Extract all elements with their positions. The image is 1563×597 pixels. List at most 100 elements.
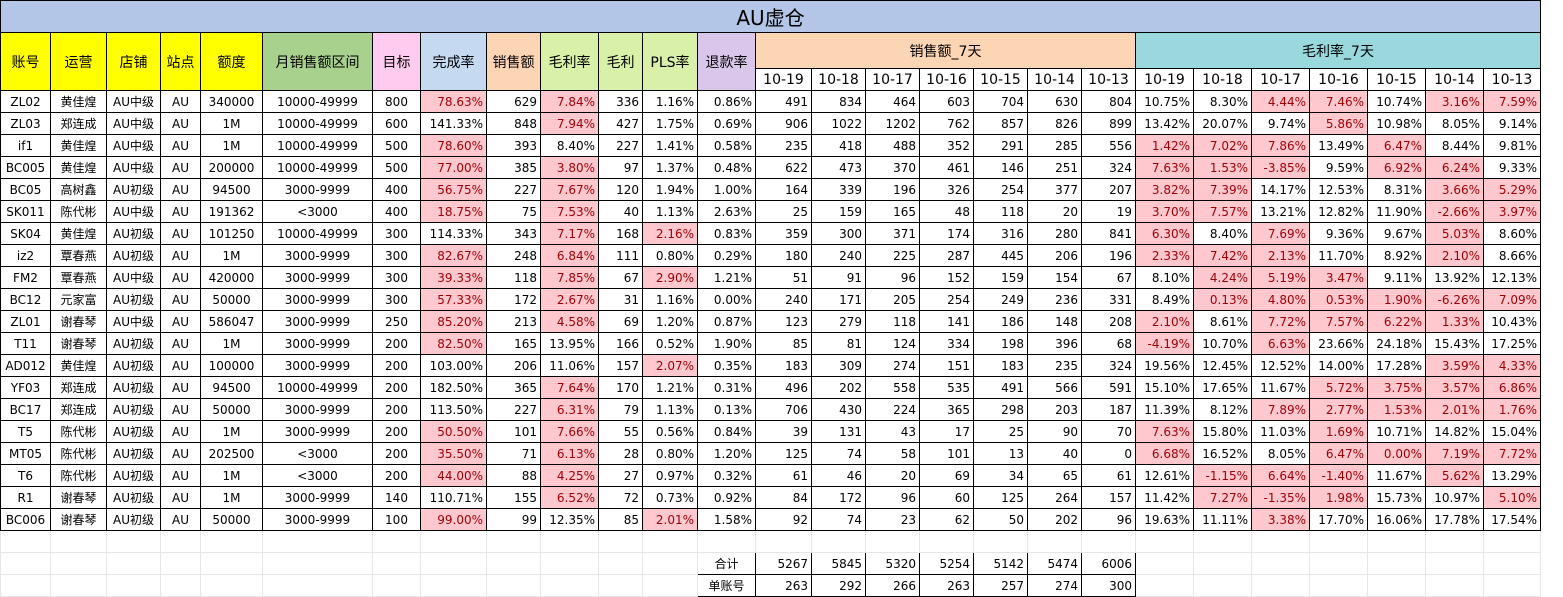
sales-cell[interactable]: 91 [811,266,866,289]
cell-5[interactable]: 10000-49999 [262,376,373,399]
sales-cell[interactable]: 899 [1081,112,1136,135]
cell-5[interactable]: 3000-9999 [262,288,373,311]
empty-cell[interactable] [106,530,161,553]
cell-11[interactable]: 1.75% [642,112,698,135]
empty-cell[interactable] [1193,574,1252,597]
summary-value[interactable]: 5142 [973,552,1028,575]
cell-10[interactable]: 111 [598,244,643,267]
margin-cell[interactable]: 2.10% [1135,310,1194,333]
cell-0[interactable]: if1 [0,134,51,157]
cell-0[interactable]: ZL01 [0,310,51,333]
cell-6[interactable]: 300 [372,266,421,289]
cell-2[interactable]: AU初级 [106,464,161,487]
cell-9[interactable]: 6.31% [540,398,599,421]
margin-cell[interactable]: 10.75% [1135,90,1194,113]
sales-cell[interactable]: 396 [1027,332,1082,355]
header-12[interactable]: 退款率 [697,32,756,91]
margin-cell[interactable]: -6.26% [1425,288,1484,311]
cell-4[interactable]: 50000 [200,508,263,531]
header-10[interactable]: 毛利 [598,32,643,91]
margin-cell[interactable]: 14.00% [1309,354,1368,377]
margin-cell[interactable]: 3.97% [1483,200,1541,223]
empty-cell[interactable] [1425,574,1484,597]
margin-cell[interactable]: 0.00% [1367,442,1426,465]
margin-cell[interactable]: 9.11% [1367,266,1426,289]
sales-cell[interactable]: 118 [865,310,920,333]
sales-cell[interactable]: 1022 [811,112,866,135]
sales-cell[interactable]: 473 [811,156,866,179]
sales-cell[interactable]: 123 [755,310,812,333]
sales-cell[interactable]: 196 [865,178,920,201]
cell-12[interactable]: 0.32% [697,464,756,487]
margin-cell[interactable]: 1.90% [1367,288,1426,311]
sales-cell[interactable]: 254 [973,178,1028,201]
cell-9[interactable]: 7.66% [540,420,599,443]
sales-cell[interactable]: 40 [1027,442,1082,465]
margin-cell[interactable]: 6.64% [1251,464,1310,487]
sales-cell[interactable]: 461 [919,156,974,179]
cell-10[interactable]: 31 [598,288,643,311]
empty-cell[interactable] [1027,530,1082,553]
sales-cell[interactable]: 92 [755,508,812,531]
sales-cell[interactable]: 841 [1081,222,1136,245]
cell-4[interactable]: 200000 [200,156,263,179]
cell-6[interactable]: 200 [372,332,421,355]
empty-cell[interactable] [1425,530,1484,553]
cell-12[interactable]: 1.90% [697,332,756,355]
sales-cell[interactable]: 157 [1081,486,1136,509]
date-header-s-0[interactable]: 10-19 [755,68,812,91]
sales-cell[interactable]: 125 [973,486,1028,509]
sales-cell[interactable]: 264 [1027,486,1082,509]
summary-value[interactable]: 6006 [1081,552,1136,575]
cell-11[interactable]: 0.80% [642,442,698,465]
margin-cell[interactable]: 10.74% [1367,90,1426,113]
cell-5[interactable]: 3000-9999 [262,398,373,421]
cell-7[interactable]: 103.00% [420,354,487,377]
header-4[interactable]: 额度 [200,32,263,91]
margin-cell[interactable]: 7.09% [1483,288,1541,311]
cell-5[interactable]: <3000 [262,442,373,465]
cell-10[interactable]: 157 [598,354,643,377]
cell-5[interactable]: 3000-9999 [262,486,373,509]
sales-cell[interactable]: 1202 [865,112,920,135]
sales-cell[interactable]: 25 [973,420,1028,443]
margin-cell[interactable]: 8.10% [1135,266,1194,289]
cell-3[interactable]: AU [160,134,201,157]
empty-cell[interactable] [865,530,920,553]
sales-cell[interactable]: 124 [865,332,920,355]
table-row[interactable]: ZL03 郑连成 AU中级 AU 1M 10000-49999 600 141.33% 848 7… [0,112,1541,135]
cell-11[interactable]: 1.20% [642,310,698,333]
empty-cell[interactable] [1309,552,1368,575]
cell-1[interactable]: 郑连成 [50,398,107,421]
cell-8[interactable]: 227 [486,398,541,421]
margin-cell[interactable]: 4.80% [1251,288,1310,311]
empty-cell[interactable] [1309,530,1368,553]
cell-12[interactable]: 0.00% [697,288,756,311]
cell-3[interactable]: AU [160,266,201,289]
cell-9[interactable]: 7.17% [540,222,599,245]
margin-cell[interactable]: 15.73% [1367,486,1426,509]
sales-cell[interactable]: 339 [811,178,866,201]
cell-5[interactable]: 10000-49999 [262,134,373,157]
date-header-m-4[interactable]: 10-15 [1367,68,1426,91]
margin-cell[interactable]: 3.59% [1425,354,1484,377]
cell-10[interactable]: 55 [598,420,643,443]
sales-cell[interactable]: 857 [973,112,1028,135]
margin-cell[interactable]: 7.57% [1193,200,1252,223]
header-9[interactable]: 毛利率 [540,32,599,91]
cell-6[interactable]: 200 [372,376,421,399]
sales-cell[interactable]: 316 [973,222,1028,245]
cell-12[interactable]: 1.21% [697,266,756,289]
margin-cell[interactable]: 2.10% [1425,244,1484,267]
sales-cell[interactable]: 208 [1081,310,1136,333]
header-6[interactable]: 目标 [372,32,421,91]
margin-cell[interactable]: 7.27% [1193,486,1252,509]
margin-cell[interactable]: 20.07% [1193,112,1252,135]
margin-cell[interactable]: 12.82% [1309,200,1368,223]
margin-cell[interactable]: 19.63% [1135,508,1194,531]
empty-cell[interactable] [1483,530,1541,553]
empty-cell[interactable] [642,552,698,575]
sales-cell[interactable]: 603 [919,90,974,113]
cell-1[interactable]: 谢春琴 [50,310,107,333]
cell-12[interactable]: 0.35% [697,354,756,377]
